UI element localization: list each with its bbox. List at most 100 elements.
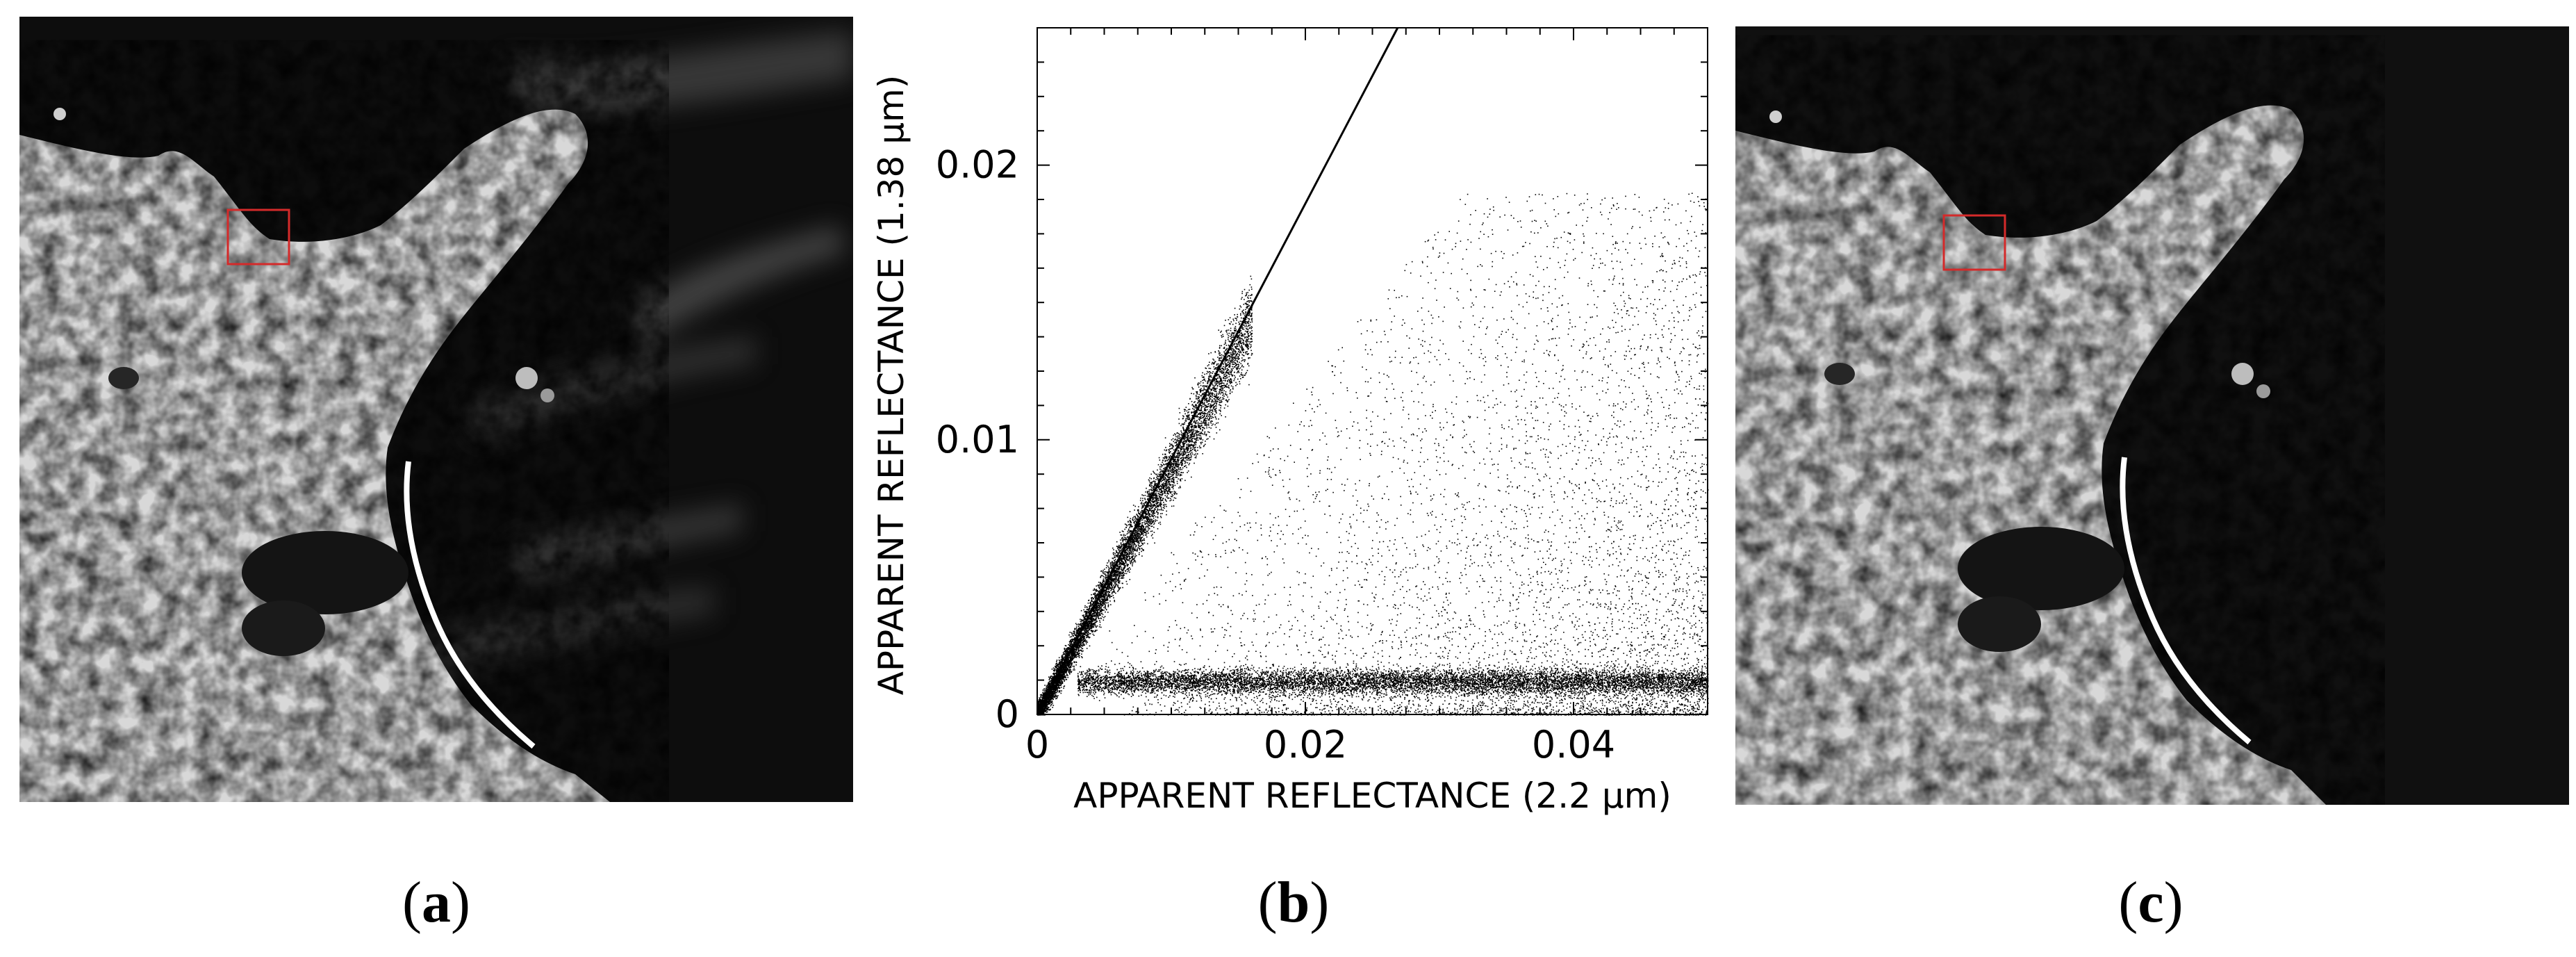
scatter-point [1138, 512, 1139, 514]
scatter-point [1240, 313, 1241, 315]
scatter-point [1150, 494, 1152, 496]
scatter-points [1037, 193, 1709, 716]
scatter-point [1143, 550, 1144, 551]
scatter-point [1216, 403, 1217, 405]
scatter-point [1239, 361, 1240, 363]
scatter-point [1209, 406, 1211, 408]
scatter-point [1141, 531, 1143, 533]
scatter-point [1051, 698, 1053, 700]
scatter-point [1119, 559, 1121, 560]
scatter-point [1145, 512, 1147, 514]
scatter-point [1246, 340, 1248, 342]
scatter-point [1217, 374, 1219, 375]
scatter-point [1209, 381, 1211, 383]
scatter-point [1204, 405, 1206, 407]
scatter-point [1116, 564, 1118, 566]
scatter-point [1055, 669, 1057, 671]
scatter-point [1196, 391, 1198, 393]
scatter-point [1148, 479, 1150, 481]
scatter-point [1183, 430, 1184, 432]
scatter-point [1112, 564, 1114, 566]
scatter-point [1135, 517, 1137, 519]
scatter-point [1246, 293, 1248, 295]
scatter-point [1043, 693, 1045, 694]
scatter-point [1206, 425, 1207, 427]
scatter-point [1244, 313, 1246, 315]
scatter-point [1102, 583, 1103, 585]
scatter-point [1130, 543, 1132, 545]
scatter-point [1117, 578, 1119, 580]
scatter-point [1228, 337, 1229, 338]
scatter-point [1250, 354, 1253, 356]
scatter-point [1185, 448, 1187, 449]
scatter-point [1161, 509, 1162, 511]
scatter-point [1078, 653, 1079, 655]
scatter-point [1173, 474, 1175, 476]
scatter-point [1163, 478, 1164, 480]
scatter-point [1210, 389, 1212, 391]
scatter-point [1134, 535, 1136, 537]
scatter-point [1250, 327, 1253, 329]
scatter-point [1189, 418, 1190, 420]
scatter-point [1127, 554, 1129, 555]
scatter-point [1071, 671, 1073, 672]
scatter-point [1212, 423, 1214, 425]
scatter-point [1164, 498, 1166, 500]
scatter-point [1107, 588, 1109, 589]
scatter-point [1182, 448, 1184, 450]
scatter-point [1091, 594, 1092, 596]
scatter-point [1042, 692, 1043, 694]
scatter-point [1057, 687, 1059, 689]
scatter-point [1232, 351, 1234, 352]
scatter-point [1108, 571, 1110, 572]
scatter-point [1168, 451, 1170, 453]
scatter-point [1137, 531, 1138, 532]
scatter-point [1059, 678, 1060, 679]
scatter-point [1155, 492, 1157, 494]
scatter-point [1119, 559, 1121, 561]
scatter-point [1103, 616, 1105, 619]
scatter-point [1151, 519, 1153, 521]
scatter-point [1214, 409, 1216, 411]
scatter-point [1177, 461, 1179, 463]
scatter-point [1132, 518, 1134, 520]
scatter-point [1150, 510, 1153, 512]
scatter-point [1141, 542, 1143, 544]
scatter-point [1132, 547, 1134, 549]
scatter-point [1232, 348, 1234, 350]
scatter-point [1158, 457, 1160, 459]
scatter-point [1232, 374, 1234, 376]
scatter-point [1072, 654, 1073, 656]
scatter-point [1108, 561, 1109, 563]
scatter-point [1054, 694, 1056, 696]
scatter-point [1200, 438, 1203, 439]
scatter-point [1087, 632, 1089, 635]
scatter-point [1188, 443, 1189, 445]
scatter-point [1227, 405, 1229, 407]
scatter-point [1153, 512, 1154, 514]
scatter-point [1044, 685, 1046, 686]
scatter-point [1187, 430, 1189, 431]
scatter-point [1223, 377, 1224, 378]
scatter-point [1122, 561, 1123, 562]
scatter-point [1128, 553, 1129, 554]
scatter-point [1235, 341, 1236, 343]
scatter-point [1166, 491, 1169, 493]
scatter-point [1235, 327, 1237, 329]
scatter-point [1162, 509, 1164, 511]
scatter-point [1108, 580, 1110, 582]
scatter-point [1189, 446, 1191, 448]
scatter-point [1212, 416, 1214, 418]
scatter-point [1164, 503, 1165, 505]
scatter-point [1096, 613, 1097, 615]
scatter-point [1199, 401, 1201, 403]
scatter-point [1076, 624, 1078, 625]
scatter-point [1057, 689, 1058, 691]
scatter-point [1132, 519, 1134, 521]
scatter-point [1141, 555, 1143, 557]
scatter-point [1108, 569, 1109, 571]
scatter-point [1225, 364, 1228, 366]
scatter-point [1225, 404, 1226, 406]
scatter-point [1198, 393, 1200, 395]
scatter-point [1065, 668, 1066, 670]
